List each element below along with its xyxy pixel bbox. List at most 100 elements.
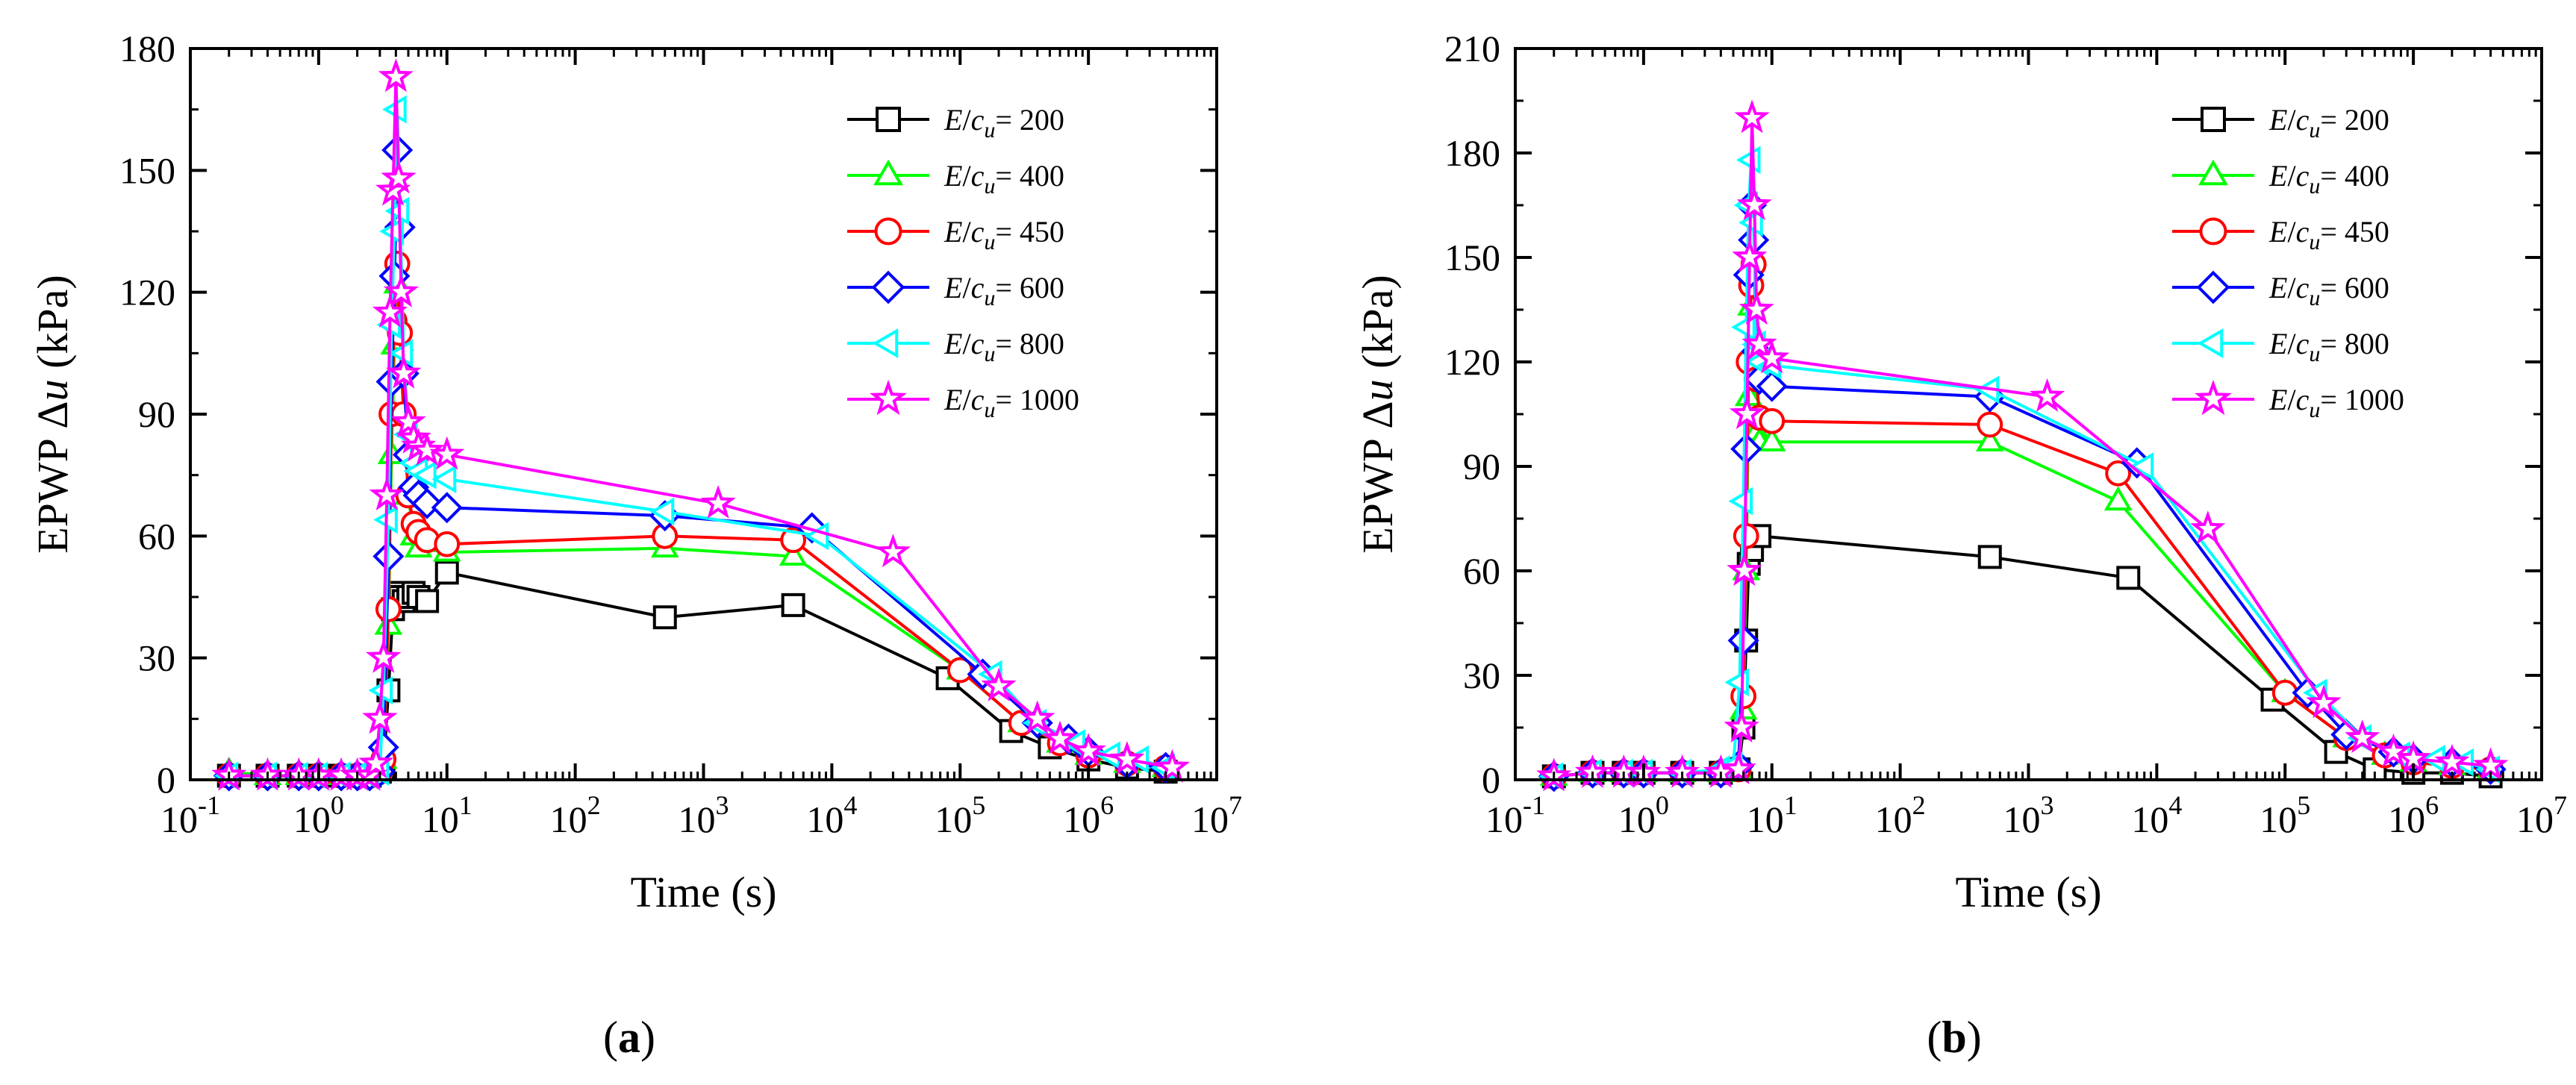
legend-value: = 200 xyxy=(2320,103,2389,137)
legend-value: = 450 xyxy=(2320,215,2389,248)
legend-c: c xyxy=(2296,271,2310,304)
y-axis-title: EPWP Δu (kPa) xyxy=(28,275,77,554)
y-tick-label: 180 xyxy=(119,28,175,69)
data-point-1000 xyxy=(1754,340,1790,374)
legend-slash: / xyxy=(962,383,971,416)
x-tick-label: 10-1 xyxy=(160,790,220,840)
legend-marker-400 xyxy=(2198,159,2228,186)
x-axis-title: Time (s) xyxy=(1955,868,2101,916)
data-point-450 xyxy=(2105,460,2132,487)
legend-label-1000: E/cu= 1000 xyxy=(2268,383,2404,422)
x-tick-base: 10 xyxy=(550,798,587,840)
data-point-200 xyxy=(434,560,459,585)
legend-value: = 800 xyxy=(2320,327,2389,360)
data-point-200 xyxy=(781,592,805,617)
data-point-1000 xyxy=(366,639,402,673)
legend-sub-u: u xyxy=(984,286,995,310)
legend-e: E xyxy=(2268,271,2287,304)
data-point-1000 xyxy=(1727,552,1762,587)
y-tick-label: 30 xyxy=(1463,654,1500,696)
x-tick-label: 103 xyxy=(679,790,729,840)
y-tick-label: 30 xyxy=(138,637,175,679)
legend-marker-450 xyxy=(2199,217,2227,246)
x-tick-base: 10 xyxy=(679,798,716,840)
legend-marker-1000 xyxy=(2194,379,2233,416)
x-tick-label: 103 xyxy=(2003,790,2054,840)
legend-c: c xyxy=(2296,103,2310,137)
data-point-1000 xyxy=(372,294,408,328)
panel-label-a: (a) xyxy=(603,1013,655,1062)
x-tick-base: 10 xyxy=(1485,798,1523,840)
legend-e: E xyxy=(2268,103,2287,137)
legend-slash: / xyxy=(962,271,971,304)
legend-label-200: E/cu= 200 xyxy=(944,103,1064,143)
x-tick-label: 104 xyxy=(2131,790,2182,840)
legend-label-400: E/cu= 400 xyxy=(944,159,1064,198)
legend-slash: / xyxy=(962,327,971,360)
legend-value: = 200 xyxy=(995,103,1064,137)
data-point-1000 xyxy=(1729,395,1765,430)
legend-marker-200 xyxy=(876,107,901,132)
x-tick-exponent: 6 xyxy=(1100,790,1114,820)
legend-value: = 400 xyxy=(2320,159,2389,193)
data-point-1000 xyxy=(369,477,405,511)
y-tick-label: 210 xyxy=(1444,28,1500,69)
data-point-450 xyxy=(434,531,461,557)
data-point-1000 xyxy=(386,354,422,389)
x-tick-label: 106 xyxy=(2388,790,2439,840)
x-tick-base: 10 xyxy=(935,798,972,840)
chart-panel-a: 10-1 100 101 102 103 104 105 106 107030609012015… xyxy=(28,28,1242,916)
x-tick-exponent: 2 xyxy=(587,790,601,820)
y-title-variable: u xyxy=(28,379,77,401)
data-point-1000 xyxy=(362,700,398,734)
data-point-1000 xyxy=(1020,700,1055,734)
legend-label-1000: E/cu= 1000 xyxy=(944,383,1079,422)
data-point-600 xyxy=(411,487,443,519)
y-tick-label: 0 xyxy=(157,759,175,801)
legend-sub-u: u xyxy=(984,398,995,422)
data-point-200 xyxy=(652,605,677,630)
legend-value: = 1000 xyxy=(995,383,1079,416)
x-tick-label: 100 xyxy=(293,790,344,840)
x-tick-base: 10 xyxy=(293,798,331,840)
y-tick-label: 60 xyxy=(138,515,175,557)
legend-slash: / xyxy=(962,159,971,193)
legend-value: = 1000 xyxy=(2320,383,2404,416)
y-tick-label: 150 xyxy=(119,149,175,191)
data-point-1000 xyxy=(409,432,445,466)
data-point-1000 xyxy=(378,58,414,93)
x-tick-label: 107 xyxy=(2516,790,2567,840)
legend-label-600: E/cu= 600 xyxy=(2268,271,2389,310)
data-point-1000 xyxy=(2345,719,2380,754)
legend-label-400: E/cu= 400 xyxy=(2268,159,2389,198)
x-tick-base: 10 xyxy=(2388,798,2425,840)
data-point-600 xyxy=(431,492,463,524)
data-point-1000 xyxy=(2375,733,2412,767)
x-tick-base: 10 xyxy=(1191,798,1229,840)
legend-e: E xyxy=(2268,327,2287,360)
legend-marker-600 xyxy=(2196,270,2230,304)
legend-e: E xyxy=(944,159,962,193)
legend-c: c xyxy=(2296,159,2310,193)
legend-label-800: E/cu= 800 xyxy=(944,327,1064,366)
data-point-1000 xyxy=(700,484,736,519)
x-tick-label: 104 xyxy=(806,790,857,840)
legend-c: c xyxy=(971,327,985,360)
x-tick-label: 102 xyxy=(1875,790,1926,840)
legend-value: = 400 xyxy=(995,159,1064,193)
x-tick-base: 10 xyxy=(1875,798,1912,840)
y-tick-label: 120 xyxy=(119,272,175,313)
data-point-1000 xyxy=(2434,743,2470,778)
legend-e: E xyxy=(944,271,962,304)
x-tick-exponent: 5 xyxy=(2297,790,2310,820)
data-point-1000 xyxy=(1732,239,1768,273)
x-tick-label: 100 xyxy=(1618,790,1669,840)
legend-slash: / xyxy=(962,215,971,248)
legend-sub-u: u xyxy=(2309,118,2320,143)
data-point-400 xyxy=(2103,486,2133,511)
x-tick-label: 101 xyxy=(1747,790,1797,840)
x-tick-exponent: -1 xyxy=(198,790,220,820)
x-tick-exponent: 0 xyxy=(1656,790,1669,820)
legend-e: E xyxy=(2268,215,2287,248)
